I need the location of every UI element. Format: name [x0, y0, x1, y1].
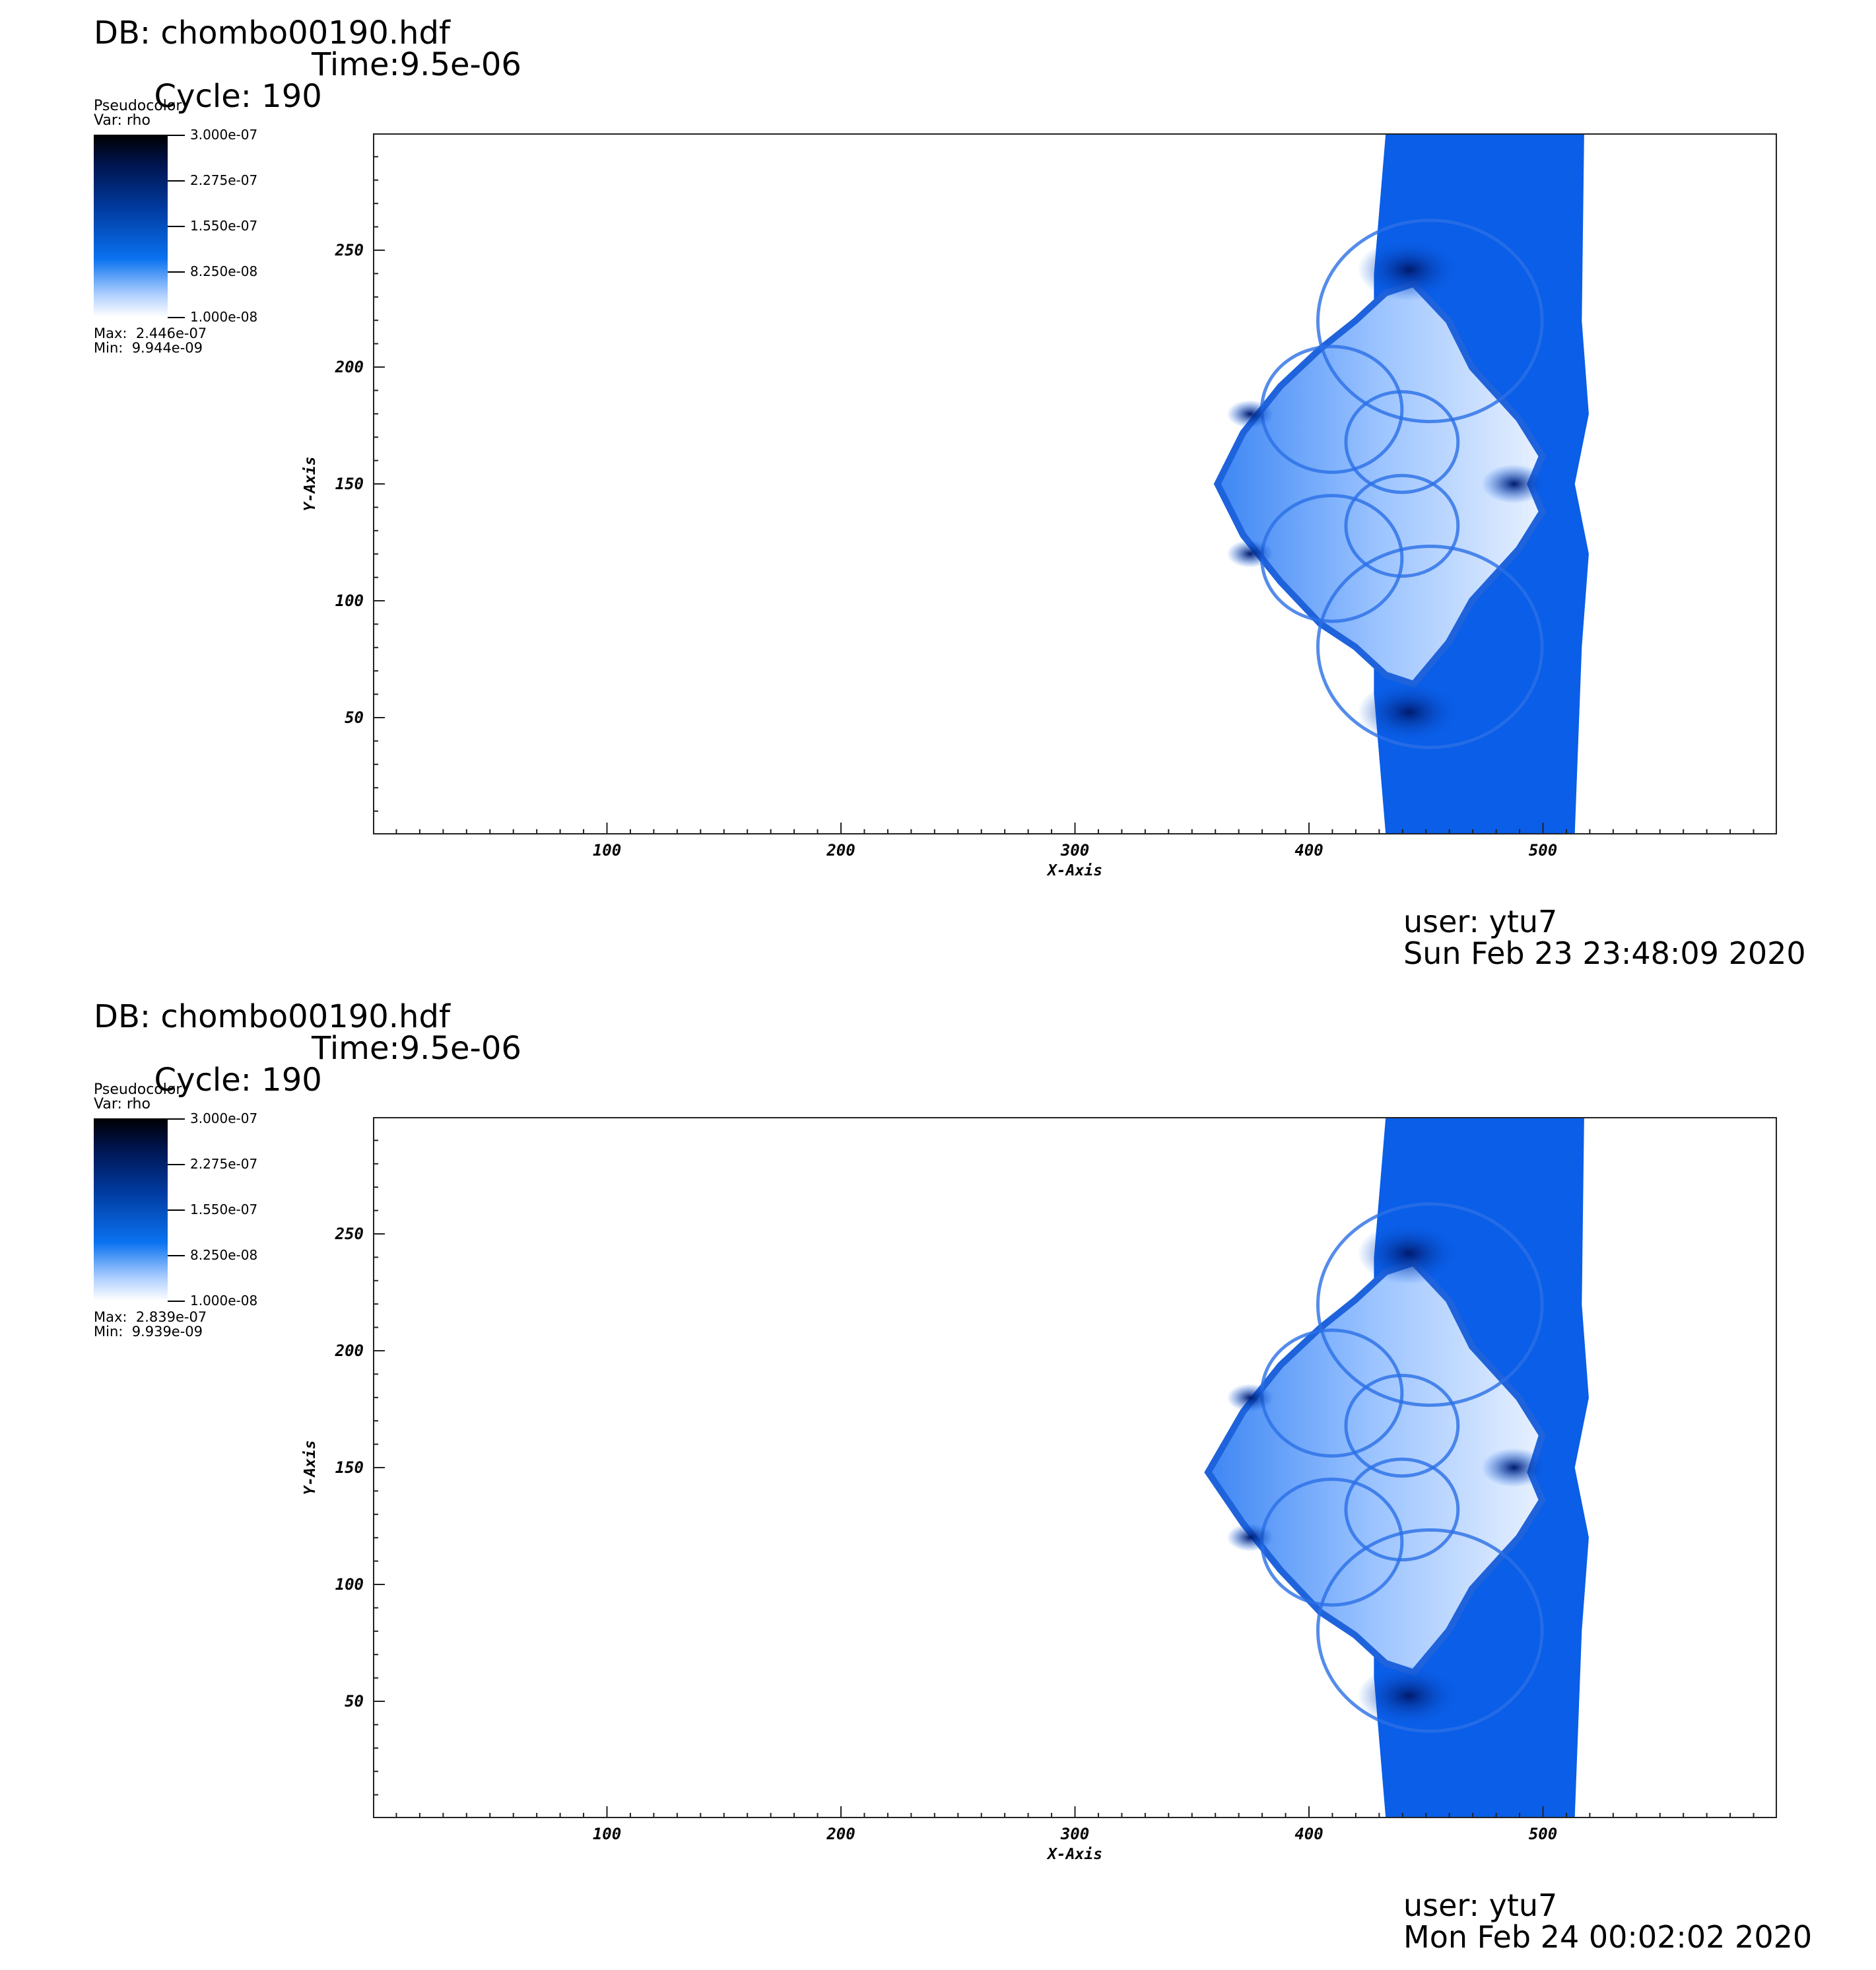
density-peak — [1481, 1448, 1547, 1487]
density-peak — [1357, 1222, 1461, 1285]
vortex-lobe — [1316, 1528, 1544, 1733]
colorbar-tick — [168, 317, 185, 318]
density-peak — [1226, 399, 1274, 428]
time-label: Time:9.5e-06 — [312, 46, 521, 83]
colorbar-tick — [168, 1164, 185, 1165]
x-axis-title: X-Axis — [1046, 1846, 1102, 1863]
colorbar-tick-label: 1.550e-07 — [190, 218, 258, 234]
colorbar — [94, 135, 168, 317]
plot-panel: DB: chombo00190.hdf Cycle: 190 Time:9.5e… — [0, 0, 1876, 984]
axes: 100 200 300 400 500 50 100 150 200 250 X-Axis Y-Axi… — [302, 1139, 1755, 1863]
plot-panel: DB: chombo00190.hdf Cycle: 190 Time:9.5e… — [0, 984, 1876, 1967]
axes: 100 200 300 400 500 50 100 150 200 250 X-Axis Y-Axi… — [302, 156, 1755, 879]
y-tick-label: 150 — [335, 1458, 364, 1477]
legend-title: Pseudocolor — [94, 98, 182, 114]
x-tick-label: 400 — [1294, 841, 1323, 860]
legend-variable: Var: rho — [94, 1096, 151, 1112]
x-tick-label: 200 — [826, 841, 855, 860]
cycle-label: Cycle: 190 — [154, 1062, 322, 1099]
legend-min: Min: 9.944e-09 — [94, 340, 203, 356]
x-tick-label: 200 — [826, 1825, 855, 1843]
colorbar-tick-label: 8.250e-08 — [190, 263, 258, 279]
y-tick-label: 50 — [345, 1692, 364, 1711]
density-peak — [1357, 238, 1461, 301]
y-tick-label: 200 — [335, 358, 364, 376]
y-tick-label: 250 — [335, 241, 364, 259]
legend-variable: Var: rho — [94, 112, 151, 129]
legend-title: Pseudocolor — [94, 1081, 182, 1098]
colorbar-tick-label: 2.275e-07 — [190, 1156, 258, 1172]
density-peak — [1357, 681, 1461, 743]
y-axis-title: Y-Axis — [302, 1440, 319, 1495]
vortex-lobe — [1344, 1373, 1460, 1478]
user-label: user: ytu7 — [1403, 1887, 1558, 1923]
colorbar-tick — [168, 1209, 185, 1211]
colorbar-tick — [168, 180, 185, 182]
colorbar-tick — [168, 1255, 185, 1256]
colorbar-tick-label: 2.275e-07 — [190, 172, 258, 188]
colorbar-tick — [168, 1118, 185, 1120]
colorbar — [94, 1118, 168, 1301]
colorbar-tick — [168, 271, 185, 273]
x-tick-label: 100 — [593, 841, 621, 860]
y-tick-label: 150 — [335, 475, 364, 493]
vortex-lobe — [1316, 545, 1544, 749]
cycle-time-line: Cycle: 190 Time:9.5e-06 — [94, 49, 521, 176]
cycle-label: Cycle: 190 — [154, 78, 322, 115]
x-tick-label: 500 — [1529, 1825, 1557, 1843]
colorbar-tick-label: 1.000e-08 — [190, 1293, 258, 1308]
legend-min: Min: 9.939e-09 — [94, 1324, 203, 1340]
y-tick-label: 250 — [335, 1225, 364, 1243]
x-tick-label: 400 — [1294, 1825, 1323, 1843]
colorbar-tick — [168, 1301, 185, 1302]
y-axis-title: Y-Axis — [302, 456, 319, 511]
vortex-lobe — [1316, 219, 1544, 423]
density-peak — [1226, 1383, 1274, 1412]
density-field — [1213, 135, 1589, 833]
colorbar-tick — [168, 135, 185, 136]
density-peak — [1481, 464, 1547, 504]
vortex-lobe — [1316, 1202, 1544, 1407]
y-tick-label: 100 — [335, 592, 364, 610]
timestamp-label: Sun Feb 23 23:48:09 2020 — [1403, 935, 1806, 971]
vortex-lobe — [1344, 390, 1460, 494]
x-tick-label: 300 — [1060, 1825, 1089, 1843]
timestamp-label: Mon Feb 24 00:02:02 2020 — [1403, 1919, 1813, 1955]
density-peak — [1357, 1664, 1461, 1727]
colorbar-tick-label: 1.000e-08 — [190, 309, 258, 325]
database-label: DB: chombo00190.hdf — [94, 998, 450, 1035]
y-tick-label: 200 — [335, 1342, 364, 1360]
legend-max: Max: 2.839e-07 — [94, 1309, 207, 1325]
x-tick-label: 300 — [1060, 841, 1089, 860]
colorbar-tick-label: 8.250e-08 — [190, 1247, 258, 1263]
x-axis-title: X-Axis — [1046, 862, 1102, 879]
database-label: DB: chombo00190.hdf — [94, 15, 450, 51]
colorbar-tick-label: 3.000e-07 — [190, 1110, 258, 1126]
vortex-lobe — [1344, 473, 1460, 578]
density-field — [1204, 1118, 1589, 1817]
density-peak — [1226, 539, 1274, 568]
y-tick-label: 50 — [345, 708, 364, 727]
user-label: user: ytu7 — [1403, 904, 1558, 939]
plot-area — [373, 133, 1777, 834]
density-peak — [1226, 1523, 1274, 1552]
plot-area — [373, 1117, 1777, 1818]
y-tick-label: 100 — [335, 1575, 364, 1594]
colorbar-tick — [168, 226, 185, 227]
colorbar-tick-label: 1.550e-07 — [190, 1202, 258, 1217]
colorbar-tick-label: 3.000e-07 — [190, 127, 258, 143]
legend-max: Max: 2.446e-07 — [94, 325, 207, 341]
x-tick-label: 500 — [1529, 841, 1557, 860]
x-tick-label: 100 — [593, 1825, 621, 1843]
time-label: Time:9.5e-06 — [312, 1030, 521, 1067]
cycle-time-line: Cycle: 190 Time:9.5e-06 — [94, 1033, 521, 1159]
vortex-lobe — [1344, 1457, 1460, 1562]
